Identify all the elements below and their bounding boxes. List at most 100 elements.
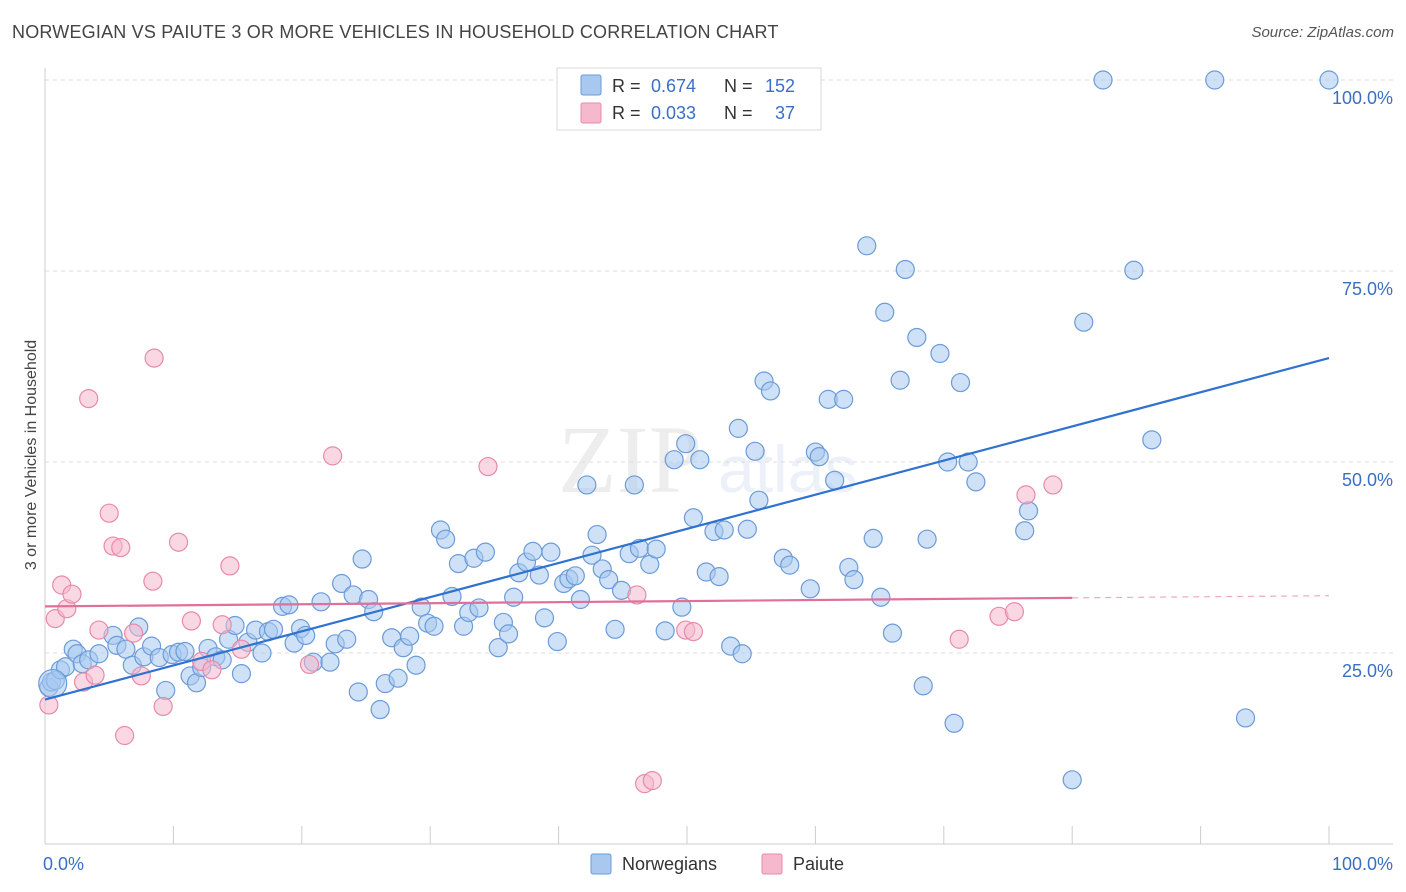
paiute-point xyxy=(115,725,135,746)
norwegian-point xyxy=(577,475,597,495)
series-paiute xyxy=(39,348,1063,794)
paiute-point xyxy=(299,654,320,675)
norwegian-point xyxy=(475,542,496,562)
paiute-point xyxy=(99,503,119,523)
norwegian-point xyxy=(605,619,625,639)
norwegian-point xyxy=(844,570,864,590)
paiute-point xyxy=(85,665,105,685)
norwegian-point xyxy=(498,624,519,644)
norwegian-point xyxy=(252,643,272,663)
norwegian-point xyxy=(352,549,372,569)
norwegian-point xyxy=(1142,430,1162,450)
norwegian-point xyxy=(950,372,971,393)
norwegian-point xyxy=(917,529,937,549)
legend-swatch-norwegians xyxy=(580,74,602,96)
stats-n-value-norwegians: 152 xyxy=(765,76,795,96)
norwegian-point xyxy=(1093,70,1113,90)
legend-swatch-paiute xyxy=(580,102,602,124)
norwegian-point xyxy=(529,565,549,585)
norwegian-point xyxy=(599,570,619,590)
source-credit: Source: ZipAtlas.com xyxy=(1251,24,1394,41)
norwegian-point xyxy=(966,472,986,492)
stats-n-value-paiute: 37 xyxy=(775,103,795,123)
norwegian-point xyxy=(1124,260,1144,280)
norwegian-point xyxy=(1074,312,1094,332)
norwegian-point xyxy=(913,676,933,696)
norwegian-point xyxy=(780,555,800,575)
norwegian-point xyxy=(424,616,444,636)
x-tick-label-max: 100.0% xyxy=(1332,854,1393,874)
bottom-legend: Norwegians Paiute xyxy=(590,853,844,875)
norwegian-point xyxy=(547,631,567,652)
norwegian-point xyxy=(882,623,903,643)
norwegian-point xyxy=(406,655,426,675)
paiute-point xyxy=(123,623,144,643)
watermark-atlas: atlas xyxy=(718,432,857,506)
norwegian-point xyxy=(745,441,765,461)
norwegian-point xyxy=(370,699,390,720)
norwegian-point xyxy=(800,579,820,599)
norwegian-point xyxy=(263,619,284,639)
norwegian-point xyxy=(523,541,543,561)
norwegian-point xyxy=(587,524,607,545)
norwegian-point xyxy=(320,652,340,672)
norwegian-point xyxy=(89,644,109,664)
norwegian-point xyxy=(655,621,675,641)
paiute-point xyxy=(949,629,969,649)
norwegian-point xyxy=(646,539,666,559)
norwegian-point xyxy=(337,629,357,649)
norwegian-point xyxy=(1319,70,1339,90)
y-tick-label: 75.0% xyxy=(1342,279,1393,299)
norwegian-point xyxy=(857,236,877,256)
norwegian-point xyxy=(871,587,891,607)
norwegian-point xyxy=(930,343,950,364)
norwegian-point xyxy=(488,638,508,658)
norwegian-point xyxy=(348,682,368,702)
axes: 25.0% 50.0% 75.0% 100.0% xyxy=(44,68,1393,845)
paiute-point xyxy=(1043,475,1063,495)
norwegian-point xyxy=(388,668,408,688)
stats-n-label-paiute: N = xyxy=(724,103,753,123)
paiute-point xyxy=(181,611,201,631)
paiute-point xyxy=(478,456,498,477)
norwegian-point xyxy=(332,573,352,594)
norwegian-point xyxy=(311,592,331,612)
norwegian-point xyxy=(116,639,136,659)
stats-r-value-norwegians: 0.674 xyxy=(651,76,696,96)
norwegian-point xyxy=(749,490,769,510)
paiute-point xyxy=(79,388,99,409)
stats-legend: R = 0.674 N = 152 R = 0.033 N = 37 xyxy=(556,67,822,131)
norwegian-point xyxy=(690,450,710,470)
norwegian-point xyxy=(1235,708,1256,728)
norwegian-point xyxy=(825,470,845,490)
y-tick-label: 25.0% xyxy=(1342,661,1393,681)
paiute-point xyxy=(143,571,163,591)
norwegian-point-cluster xyxy=(38,668,68,699)
y-axis-label: 3 or more Vehicles in Household xyxy=(23,340,40,570)
norwegian-point xyxy=(541,542,561,562)
stats-n-label-norwegians: N = xyxy=(724,76,753,96)
norwegian-point xyxy=(732,644,752,664)
norwegian-point xyxy=(709,566,729,587)
paiute-point xyxy=(111,537,131,558)
paiute-point xyxy=(220,556,240,576)
paiute-point xyxy=(683,622,704,642)
norwegian-point xyxy=(809,447,829,467)
norwegian-point xyxy=(907,327,927,348)
bottom-legend-label-norwegians: Norwegians xyxy=(622,854,717,874)
norwegian-point xyxy=(760,381,781,401)
norwegian-point xyxy=(895,259,915,280)
norwegian-point xyxy=(156,680,176,701)
paiute-point xyxy=(1004,602,1025,622)
norwegian-point xyxy=(676,434,696,454)
paiute-point xyxy=(1016,485,1036,505)
trend-line-norwegians xyxy=(44,357,1330,701)
norwegian-point xyxy=(624,475,644,495)
norwegian-point xyxy=(875,302,895,322)
norwegian-point xyxy=(672,597,692,617)
norwegian-point xyxy=(469,598,489,618)
norwegian-point xyxy=(570,589,591,610)
paiute-point xyxy=(144,348,164,368)
stats-r-label-paiute: R = xyxy=(612,103,641,123)
